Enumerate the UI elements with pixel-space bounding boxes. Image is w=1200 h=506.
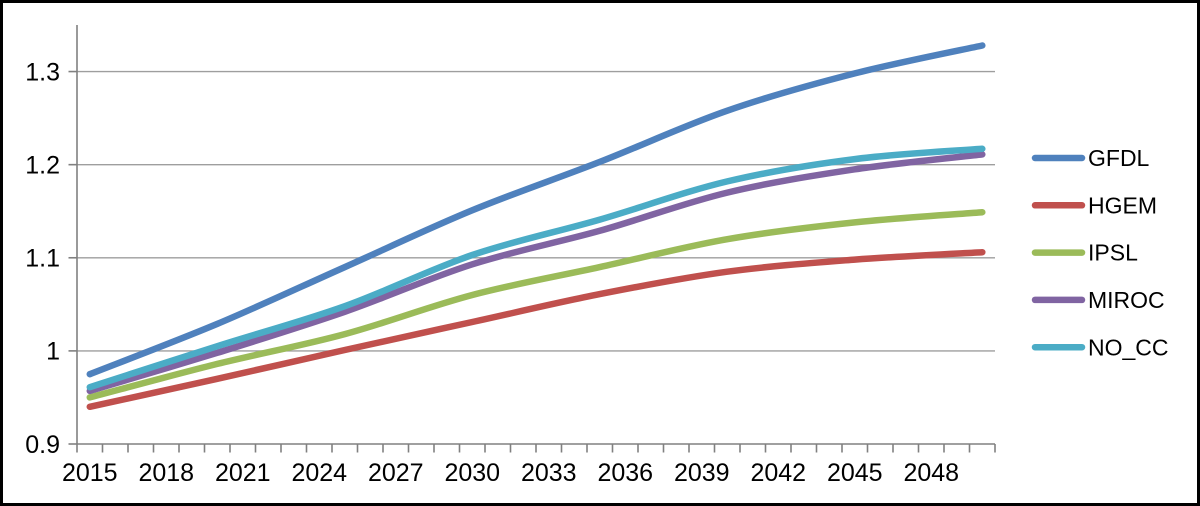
- x-tick-label: 2021: [215, 459, 271, 487]
- x-tick-label: 2033: [521, 459, 577, 487]
- series-line-HGEM: [86, 248, 986, 411]
- legend-label-NO_CC: NO_CC: [1088, 334, 1169, 360]
- x-tick-label: 2024: [291, 459, 347, 487]
- x-tick-label: 2042: [750, 459, 806, 487]
- series-line-IPSL: [86, 208, 986, 401]
- series-line-MIROC: [86, 151, 986, 395]
- x-tick-label: 2048: [903, 459, 959, 487]
- y-tick-label: 1.3: [25, 58, 60, 86]
- legend-label-MIROC: MIROC: [1088, 287, 1165, 313]
- legend-label-GFDL: GFDL: [1088, 145, 1150, 171]
- x-tick-label: 2027: [368, 459, 424, 487]
- legend-label-HGEM: HGEM: [1088, 192, 1157, 218]
- y-tick-label: 1.1: [25, 245, 60, 273]
- y-tick-label: 0.9: [25, 431, 60, 459]
- series-line-NO_CC: [86, 145, 986, 391]
- y-tick-label: 1.2: [25, 151, 60, 179]
- legend-label-IPSL: IPSL: [1088, 240, 1138, 266]
- y-tick-label: 1: [46, 338, 60, 366]
- x-tick-label: 2030: [444, 459, 500, 487]
- x-tick-label: 2036: [597, 459, 653, 487]
- x-tick-label: 2045: [827, 459, 883, 487]
- x-tick-label: 2018: [138, 459, 194, 487]
- x-tick-label: 2039: [674, 459, 730, 487]
- series-line-GFDL: [86, 42, 986, 378]
- x-tick-label: 2015: [62, 459, 118, 487]
